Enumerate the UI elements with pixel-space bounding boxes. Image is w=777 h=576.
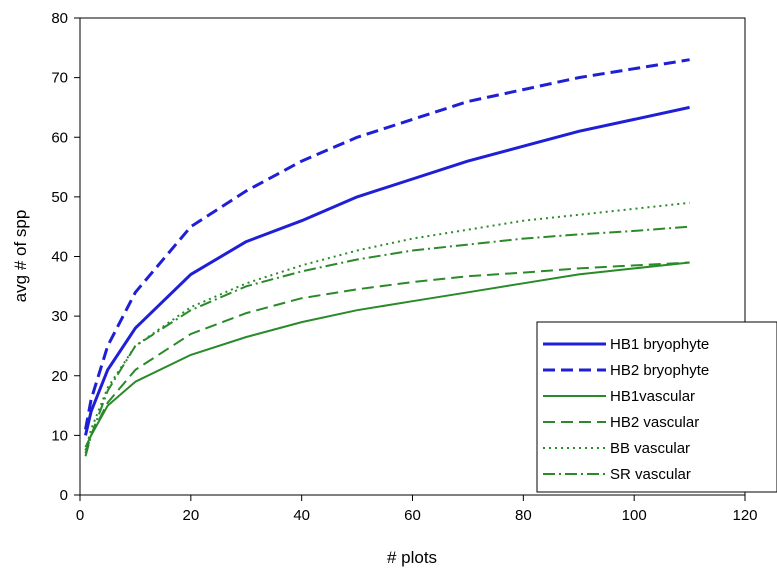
y-tick-label: 30 <box>51 308 68 325</box>
series-line-1 <box>84 105 690 436</box>
legend-label-6: SR vascular <box>610 466 691 483</box>
legend-label-3: HB1vascular <box>610 388 695 405</box>
legend-box <box>536 321 777 493</box>
y-axis-title: avg # of spp <box>11 210 30 303</box>
series-line-3 <box>84 261 690 448</box>
series-line-6 <box>84 225 690 457</box>
x-tick-label: 120 <box>732 507 757 524</box>
y-tick-label: 10 <box>51 427 68 444</box>
x-axis-title: # plots <box>387 548 437 567</box>
y-tick-label: 80 <box>51 10 68 27</box>
legend-label-4: HB2 vascular <box>610 414 699 431</box>
x-tick-label: 0 <box>76 507 84 524</box>
y-tick-label: 20 <box>51 368 68 385</box>
y-tick-label: 40 <box>51 249 68 266</box>
x-tick-label: 40 <box>293 507 310 524</box>
legend-label-2: HB2 bryophyte <box>610 362 709 379</box>
legend-label-5: BB vascular <box>610 440 690 457</box>
legend: HB1 bryophyte HB2 bryophyte HB1vascular HB2… <box>536 321 777 493</box>
series-line-5 <box>84 201 690 451</box>
y-tick-label: 60 <box>51 129 68 146</box>
axis-ticks: 0 20 40 60 80 100 120 0 10 20 30 40 50 60 70 80 <box>51 10 757 524</box>
x-tick-label: 100 <box>622 507 647 524</box>
x-tick-label: 80 <box>515 507 532 524</box>
legend-label-1: HB1 bryophyte <box>610 336 709 353</box>
y-tick-label: 70 <box>51 70 68 87</box>
y-tick-label: 50 <box>51 189 68 206</box>
x-tick-label: 60 <box>404 507 421 524</box>
series-line-4 <box>84 261 690 454</box>
series-lines <box>84 58 690 457</box>
x-tick-label: 20 <box>182 507 199 524</box>
series-line-2 <box>84 58 690 430</box>
y-tick-label: 0 <box>60 487 68 504</box>
